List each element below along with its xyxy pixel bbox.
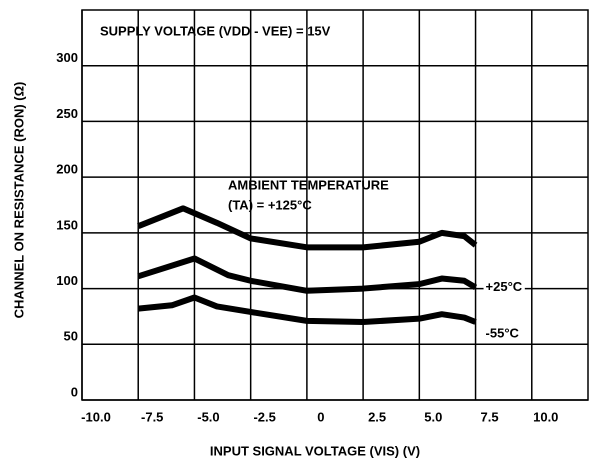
- x-tick-label: 0: [317, 409, 324, 424]
- plot-frame: [82, 10, 588, 400]
- x-tick-label: -7.5: [141, 409, 163, 424]
- y-tick-label: 200: [56, 162, 78, 177]
- x-tick-label: -2.5: [253, 409, 275, 424]
- y-tick-label: 50: [64, 329, 78, 344]
- annotation: AMBIENT TEMPERATURE: [228, 177, 389, 192]
- x-tick-label: 7.5: [481, 409, 499, 424]
- x-tick-label: 5.0: [424, 409, 442, 424]
- series-label: -55°C: [486, 325, 520, 340]
- annotation: SUPPLY VOLTAGE (VDD - VEE) = 15V: [100, 23, 331, 38]
- x-tick-label: -10.0: [81, 409, 111, 424]
- series-label: +25°C: [486, 279, 523, 294]
- y-tick-label: 0: [71, 384, 78, 399]
- y-tick-label: 150: [56, 217, 78, 232]
- x-tick-label: 2.5: [368, 409, 386, 424]
- y-tick-label: 300: [56, 50, 78, 65]
- y-axis-label: CHANNEL ON RESISTANCE (RON) (Ω): [11, 82, 26, 319]
- y-tick-label: 250: [56, 106, 78, 121]
- x-axis-label: INPUT SIGNAL VOLTAGE (VIS) (V): [210, 443, 420, 458]
- y-tick-label: 100: [56, 273, 78, 288]
- chart: SUPPLY VOLTAGE (VDD - VEE) = 15V AMBIENT…: [0, 0, 596, 468]
- x-tick-label: 10.0: [533, 409, 558, 424]
- x-tick-label: -5.0: [197, 409, 219, 424]
- annotation: (TA) = +125°C: [228, 197, 312, 212]
